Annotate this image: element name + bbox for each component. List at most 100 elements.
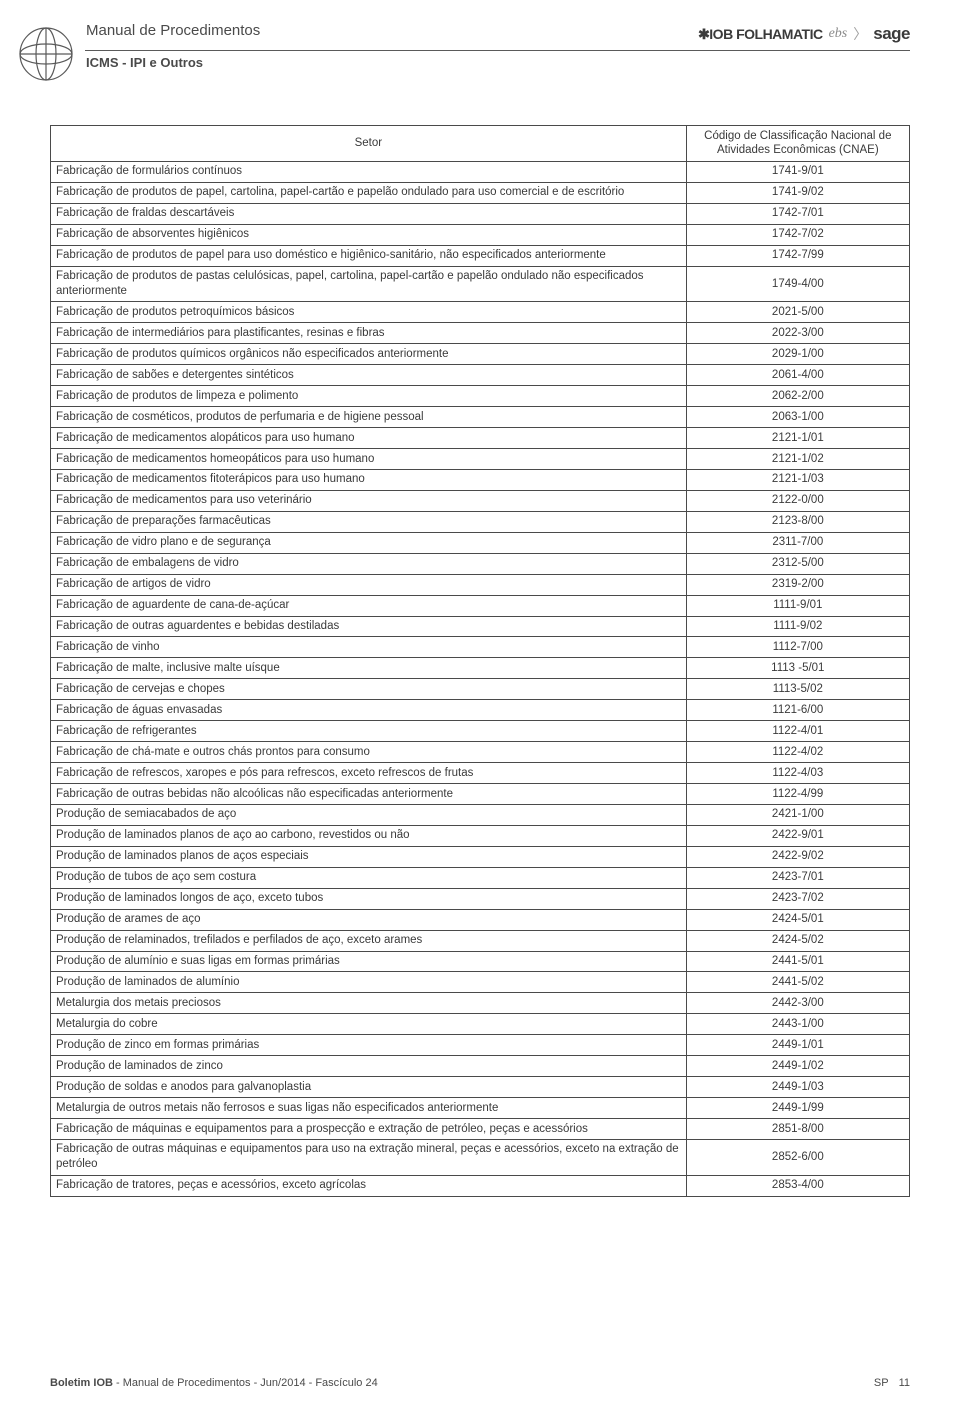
cnae-table-container: Setor Código de Classificação Nacional d… <box>50 125 910 1197</box>
table-row: Produção de relaminados, trefilados e pe… <box>51 930 910 951</box>
code-cell: 1749-4/00 <box>686 266 909 302</box>
code-cell: 2442-3/00 <box>686 993 909 1014</box>
table-row: Produção de laminados planos de aço ao c… <box>51 825 910 846</box>
sector-cell: Fabricação de vinho <box>51 637 687 658</box>
brand-ebs: ebs <box>829 26 848 42</box>
code-cell: 1113-5/02 <box>686 679 909 700</box>
sector-cell: Produção de semiacabados de aço <box>51 804 687 825</box>
page-header: Manual de Procedimentos ICMS - IPI e Out… <box>0 0 960 100</box>
code-cell: 1112-7/00 <box>686 637 909 658</box>
sector-cell: Produção de relaminados, trefilados e pe… <box>51 930 687 951</box>
code-cell: 2852-6/00 <box>686 1139 909 1175</box>
code-cell: 1111-9/02 <box>686 616 909 637</box>
sector-cell: Produção de zinco em formas primárias <box>51 1035 687 1056</box>
sector-cell: Produção de alumínio e suas ligas em for… <box>51 951 687 972</box>
table-row: Fabricação de formulários contínuos1741-… <box>51 161 910 182</box>
table-row: Fabricação de refrescos, xaropes e pós p… <box>51 763 910 784</box>
code-cell: 2441-5/02 <box>686 972 909 993</box>
sector-cell: Fabricação de produtos petroquímicos bás… <box>51 302 687 323</box>
table-row: Fabricação de produtos químicos orgânico… <box>51 344 910 365</box>
code-cell: 2122-0/00 <box>686 490 909 511</box>
table-row: Fabricação de malte, inclusive malte uís… <box>51 658 910 679</box>
code-cell: 2421-1/00 <box>686 804 909 825</box>
table-row: Produção de laminados planos de aços esp… <box>51 846 910 867</box>
table-header-row: Setor Código de Classificação Nacional d… <box>51 126 910 162</box>
table-row: Fabricação de vinho1112-7/00 <box>51 637 910 658</box>
code-cell: 1122-4/99 <box>686 784 909 805</box>
sector-cell: Produção de laminados de zinco <box>51 1056 687 1077</box>
table-row: Fabricação de aguardente de cana-de-açúc… <box>51 595 910 616</box>
sector-cell: Fabricação de produtos de pastas celulós… <box>51 266 687 302</box>
table-body: Fabricação de formulários contínuos1741-… <box>51 161 910 1196</box>
globe-logo-icon <box>18 26 74 82</box>
sector-cell: Fabricação de produtos químicos orgânico… <box>51 344 687 365</box>
table-row: Fabricação de outras máquinas e equipame… <box>51 1139 910 1175</box>
footer-page-number: 11 <box>899 1377 910 1389</box>
globe-icon-svg <box>18 26 74 82</box>
sector-cell: Metalurgia do cobre <box>51 1014 687 1035</box>
code-cell: 1742-7/02 <box>686 224 909 245</box>
table-row: Metalurgia do cobre2443-1/00 <box>51 1014 910 1035</box>
sector-cell: Fabricação de outras bebidas não alcoóli… <box>51 784 687 805</box>
table-row: Fabricação de vidro plano e de segurança… <box>51 532 910 553</box>
table-row: Fabricação de sabões e detergentes sinté… <box>51 365 910 386</box>
sector-cell: Metalurgia de outros metais não ferrosos… <box>51 1098 687 1119</box>
page-footer: Boletim IOB - Manual de Procedimentos - … <box>50 1377 910 1389</box>
sector-cell: Fabricação de aguardente de cana-de-açúc… <box>51 595 687 616</box>
sector-cell: Fabricação de formulários contínuos <box>51 161 687 182</box>
cnae-table: Setor Código de Classificação Nacional d… <box>50 125 910 1197</box>
footer-text: - Manual de Procedimentos - Jun/2014 - F… <box>113 1377 378 1389</box>
table-row: Fabricação de embalagens de vidro2312-5/… <box>51 553 910 574</box>
sector-cell: Produção de laminados de alumínio <box>51 972 687 993</box>
sector-cell: Fabricação de medicamentos alopáticos pa… <box>51 428 687 449</box>
code-cell: 2123-8/00 <box>686 511 909 532</box>
table-row: Fabricação de tratores, peças e acessóri… <box>51 1175 910 1196</box>
code-cell: 1122-4/03 <box>686 763 909 784</box>
code-cell: 2029-1/00 <box>686 344 909 365</box>
sector-cell: Fabricação de refrescos, xaropes e pós p… <box>51 763 687 784</box>
manual-title: Manual de Procedimentos <box>86 22 260 39</box>
brand-iob: ✱IOB FOLHAMATIC <box>698 26 823 43</box>
table-row: Fabricação de medicamentos alopáticos pa… <box>51 428 910 449</box>
table-row: Produção de tubos de aço sem costura2423… <box>51 867 910 888</box>
code-cell: 2062-2/00 <box>686 386 909 407</box>
code-cell: 2319-2/00 <box>686 574 909 595</box>
code-cell: 1122-4/02 <box>686 742 909 763</box>
code-cell: 1742-7/99 <box>686 245 909 266</box>
code-cell: 2441-5/01 <box>686 951 909 972</box>
code-cell: 1122-4/01 <box>686 721 909 742</box>
code-cell: 2422-9/02 <box>686 846 909 867</box>
sector-cell: Fabricação de medicamentos para uso vete… <box>51 490 687 511</box>
code-cell: 1742-7/01 <box>686 203 909 224</box>
code-cell: 2121-1/01 <box>686 428 909 449</box>
brand-logos: ✱IOB FOLHAMATIC ebs 〉 sage <box>698 24 910 44</box>
code-cell: 2443-1/00 <box>686 1014 909 1035</box>
sector-cell: Fabricação de sabões e detergentes sinté… <box>51 365 687 386</box>
col-code: Código de Classificação Nacional de Ativ… <box>686 126 909 162</box>
sector-cell: Fabricação de artigos de vidro <box>51 574 687 595</box>
sector-cell: Fabricação de máquinas e equipamentos pa… <box>51 1119 687 1140</box>
sector-cell: Produção de arames de aço <box>51 909 687 930</box>
footer-left: Boletim IOB - Manual de Procedimentos - … <box>50 1377 378 1389</box>
table-row: Fabricação de produtos de papel para uso… <box>51 245 910 266</box>
sector-cell: Produção de laminados planos de aços esp… <box>51 846 687 867</box>
code-cell: 2449-1/01 <box>686 1035 909 1056</box>
code-cell: 2423-7/01 <box>686 867 909 888</box>
sector-cell: Produção de laminados planos de aço ao c… <box>51 825 687 846</box>
table-row: Fabricação de preparações farmacêuticas2… <box>51 511 910 532</box>
footer-region: SP <box>874 1377 889 1389</box>
table-row: Fabricação de artigos de vidro2319-2/00 <box>51 574 910 595</box>
sector-cell: Fabricação de águas envasadas <box>51 700 687 721</box>
col-setor: Setor <box>51 126 687 162</box>
table-row: Fabricação de chá-mate e outros chás pro… <box>51 742 910 763</box>
sector-cell: Fabricação de refrigerantes <box>51 721 687 742</box>
sector-cell: Fabricação de medicamentos homeopáticos … <box>51 449 687 470</box>
sector-cell: Produção de laminados longos de aço, exc… <box>51 888 687 909</box>
header-divider <box>85 50 910 51</box>
table-row: Fabricação de intermediários para plasti… <box>51 323 910 344</box>
table-row: Produção de soldas e anodos para galvano… <box>51 1077 910 1098</box>
code-cell: 1113 -5/01 <box>686 658 909 679</box>
table-row: Fabricação de medicamentos fitoterápicos… <box>51 469 910 490</box>
table-row: Fabricação de outras bebidas não alcoóli… <box>51 784 910 805</box>
table-row: Produção de zinco em formas primárias244… <box>51 1035 910 1056</box>
